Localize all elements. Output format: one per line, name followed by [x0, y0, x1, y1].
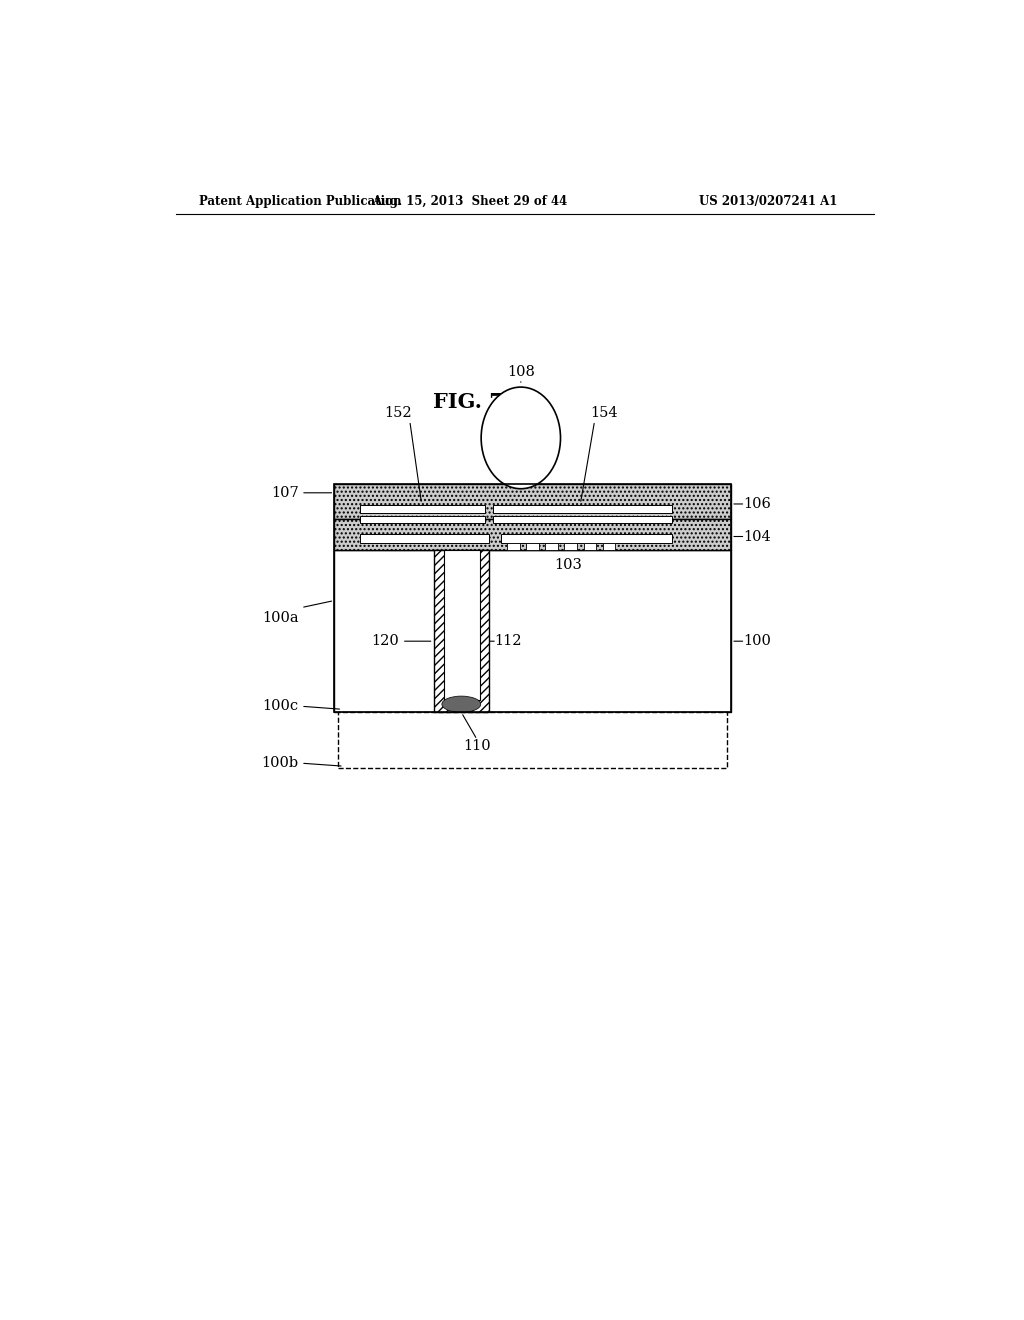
Bar — [507, 543, 520, 549]
Bar — [546, 543, 558, 549]
Bar — [501, 535, 672, 543]
Text: Aug. 15, 2013  Sheet 29 of 44: Aug. 15, 2013 Sheet 29 of 44 — [372, 194, 567, 207]
Bar — [359, 516, 485, 523]
Text: 112: 112 — [495, 634, 522, 648]
Bar — [433, 549, 489, 713]
Text: 100b: 100b — [261, 756, 299, 770]
Text: 106: 106 — [743, 496, 771, 511]
Bar — [334, 519, 731, 549]
Bar — [359, 506, 485, 513]
Text: 103: 103 — [555, 558, 583, 572]
Bar — [334, 549, 731, 713]
Text: 108: 108 — [507, 364, 535, 379]
Text: 100c: 100c — [262, 700, 299, 713]
Text: 107: 107 — [271, 486, 299, 500]
Text: Patent Application Publication: Patent Application Publication — [200, 194, 402, 207]
Bar — [334, 483, 731, 713]
Text: 120: 120 — [372, 634, 399, 648]
Text: US 2013/0207241 A1: US 2013/0207241 A1 — [699, 194, 838, 207]
Text: 152: 152 — [384, 405, 412, 420]
Text: FIG. 7C: FIG. 7C — [433, 392, 521, 412]
Text: 104: 104 — [743, 529, 771, 544]
Text: 100a: 100a — [262, 611, 299, 624]
Bar — [334, 483, 731, 519]
Ellipse shape — [442, 696, 480, 713]
Text: 154: 154 — [591, 405, 617, 420]
Bar — [526, 543, 539, 549]
Bar — [443, 549, 479, 700]
Bar — [338, 713, 727, 768]
Text: 100: 100 — [743, 634, 771, 648]
Bar — [564, 543, 578, 549]
Circle shape — [481, 387, 560, 488]
Bar — [602, 543, 615, 549]
Bar — [359, 535, 489, 543]
Bar — [494, 516, 672, 523]
Text: 110: 110 — [464, 739, 490, 752]
Bar — [584, 543, 596, 549]
Bar — [494, 506, 672, 513]
